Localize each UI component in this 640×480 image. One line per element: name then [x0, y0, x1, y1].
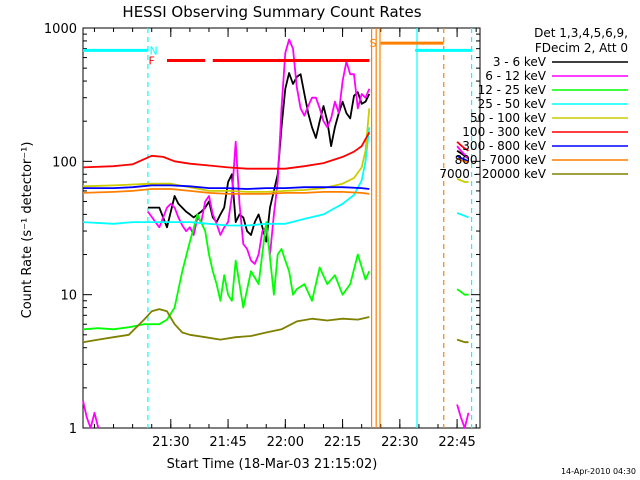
plot-area: 1 10 100 1000 21:30 21:45 22:00 22:15 22:30 22:45… — [44, 22, 481, 450]
legend-label: 3 - 6 keV — [493, 55, 547, 69]
series-line — [456, 155, 469, 163]
series-line — [456, 177, 469, 183]
flag-label: S — [370, 37, 377, 50]
series-line — [82, 400, 100, 429]
legend-label: 800 - 7000 keV — [455, 153, 547, 167]
flag-label: N — [150, 44, 158, 57]
legend-label: 6 - 12 keV — [485, 69, 547, 83]
plot-frame — [82, 27, 481, 429]
chart-title: HESSI Observing Summary Count Rates — [122, 3, 421, 21]
series-line — [456, 338, 469, 344]
x-tick-label: 21:45 — [209, 435, 246, 450]
legend-header-line-2: FDecim 2, Att 0 — [535, 41, 628, 55]
series-line — [456, 157, 469, 164]
series-line — [456, 212, 469, 219]
y-tick-label: 1 — [69, 422, 77, 437]
flag-label: F — [149, 55, 155, 68]
legend-label: 50 - 100 keV — [470, 111, 547, 125]
series-line — [456, 404, 470, 429]
y-tick-label: 10 — [60, 289, 77, 304]
series-line — [82, 188, 370, 195]
x-axis-label: Start Time (18-Mar-03 21:15:02) — [167, 457, 378, 472]
x-tick-label: 22:15 — [324, 435, 361, 450]
legend-label: 25 - 50 keV — [478, 97, 547, 111]
legend-label: 100 - 300 keV — [462, 125, 546, 139]
series-line — [147, 72, 371, 243]
series-line — [82, 308, 370, 344]
y-tick-label: 1000 — [44, 22, 77, 37]
footer-date: 14-Apr-2010 04:30 — [561, 467, 636, 476]
y-tick-label: 100 — [52, 155, 77, 170]
legend-label: 12 - 25 keV — [478, 83, 547, 97]
series-line — [456, 145, 470, 160]
legend-label: 300 - 800 keV — [462, 139, 546, 153]
legend-label: 7000 - 20000 keV — [439, 167, 546, 181]
legend-header-line-1: Det 1,3,4,5,6,9, — [534, 26, 628, 40]
x-tick-label: 22:00 — [267, 435, 304, 450]
x-tick-label: 21:30 — [152, 435, 189, 450]
series-line — [82, 127, 371, 227]
series-line — [82, 108, 371, 193]
y-axis-label: Count Rate (s⁻¹ detector⁻¹) — [20, 142, 35, 319]
series-line — [456, 141, 469, 152]
x-tick-label: 22:30 — [381, 435, 418, 450]
x-tick-label: 22:45 — [438, 435, 475, 450]
series-line — [83, 184, 370, 190]
series-line — [82, 213, 371, 331]
series-line — [82, 131, 371, 170]
series-line — [147, 38, 371, 265]
series-line — [456, 288, 469, 296]
